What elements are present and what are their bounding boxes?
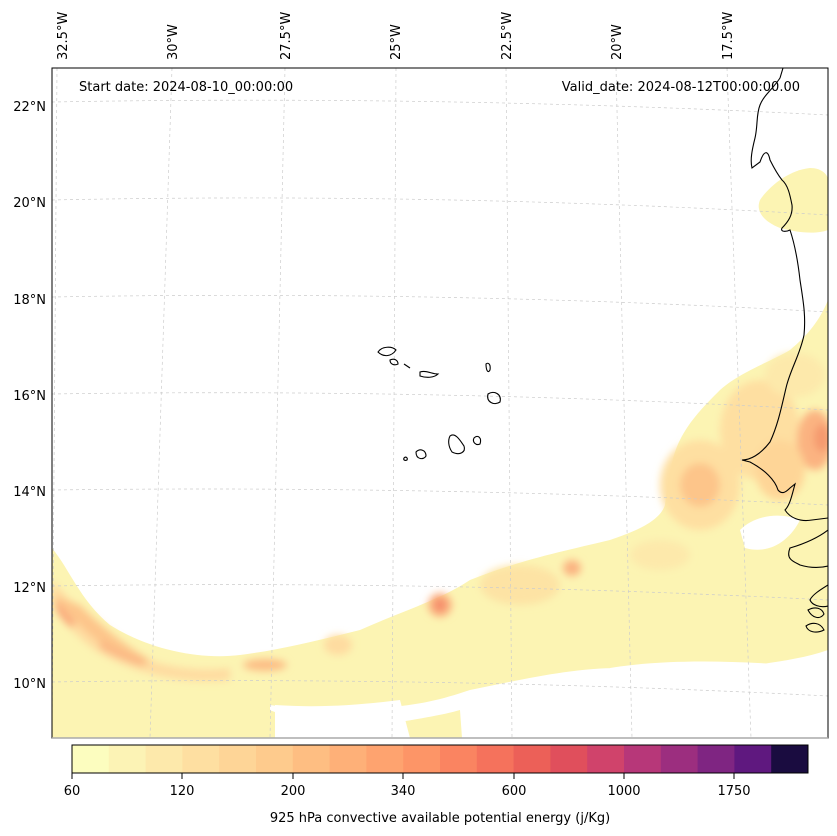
- cape-intense-areas: [52, 353, 828, 682]
- cabo-verde-santo-antao: [377, 346, 397, 357]
- cape-band-lower-left: [52, 690, 276, 738]
- cape-gap-coast: [740, 515, 800, 550]
- parallel-14n: [52, 488, 828, 506]
- colorbar-segment: [366, 745, 404, 773]
- colorbar-segment: [182, 745, 220, 773]
- colorbar-segment: [440, 745, 478, 773]
- parallel-10n: [52, 680, 828, 697]
- meridian-20w: [615, 68, 633, 738]
- parallel-12n: [52, 584, 828, 601]
- start-date-label: Start date: 2024-08-10_00:00:00: [79, 80, 293, 95]
- colorbar-segment: [256, 745, 294, 773]
- colorbar-label: 925 hPa convective available potential e…: [270, 811, 610, 826]
- parallel-18n: [52, 294, 828, 313]
- lon-label-20w: 20°W: [610, 24, 625, 60]
- lat-label-12n: 12°N: [13, 581, 46, 596]
- lon-label-30w: 30°W: [166, 24, 181, 60]
- colorbar-frame: [71, 744, 809, 774]
- colorbar-segment: [108, 745, 147, 773]
- meridian-25w: [391, 68, 397, 738]
- cabo-verde-santa-luzia: [403, 363, 411, 369]
- parallel-22n: [52, 99, 828, 116]
- colorbar-segment: [587, 745, 625, 773]
- cabo-verde-sao-nicolau: [419, 370, 440, 378]
- cb-tick-200: 200: [281, 784, 306, 799]
- lon-label-25w: 25°W: [389, 24, 404, 60]
- bijagos-islands: [805, 607, 825, 633]
- colorbar-segment: [403, 745, 441, 773]
- lon-label-22-5w: 22.5°W: [500, 12, 515, 60]
- colorbar: [72, 745, 809, 773]
- colorbar-segment: [513, 745, 551, 773]
- valid-date-label: Valid_date: 2024-08-12T00:00:00.00: [562, 80, 800, 95]
- meridian-22-5w: [505, 68, 513, 738]
- cabo-verde-santiago: [448, 434, 465, 455]
- colorbar-segment: [697, 745, 735, 773]
- cape-gap-center: [275, 700, 410, 738]
- lat-label-14n: 14°N: [13, 485, 46, 500]
- cb-tick-60: 60: [64, 784, 81, 799]
- lat-label-20n: 20°N: [13, 196, 46, 211]
- meridian-30w: [149, 68, 173, 738]
- parallel-20n: [52, 197, 828, 216]
- colorbar-segment: [292, 745, 331, 773]
- cabo-verde-sal: [485, 362, 491, 373]
- lat-label-10n: 10°N: [13, 677, 46, 692]
- lat-label-18n: 18°N: [13, 293, 46, 308]
- colorbar-segment: [734, 745, 772, 773]
- meridian-32-5w: [52, 68, 58, 738]
- colorbar-segment: [329, 745, 367, 773]
- cape-field: [52, 168, 828, 738]
- meridian-27-5w: [269, 68, 286, 738]
- colorbar-segment: [550, 745, 588, 773]
- cape-gap-south: [600, 661, 800, 738]
- cb-tick-1000: 1000: [607, 784, 640, 799]
- parallel-16n: [52, 392, 828, 411]
- guinea-coast: [809, 584, 828, 608]
- cabo-verde-boa-vista: [487, 391, 501, 405]
- lon-label-32-5w: 32.5°W: [56, 12, 71, 60]
- cb-tick-600: 600: [502, 784, 527, 799]
- cabo-verde-brava: [403, 456, 408, 461]
- cabo-verde-maio: [472, 435, 482, 446]
- colorbar-segment: [72, 745, 110, 773]
- cabo-verde-sao-vicente: [389, 358, 399, 366]
- meridian-17-5w: [726, 68, 752, 738]
- graticule: [52, 68, 828, 738]
- guinea-bissau-coast: [788, 529, 828, 568]
- longitude-labels: 32.5°W 30°W 27.5°W 25°W 22.5°W 20°W 17.5…: [56, 12, 736, 60]
- lat-label-22n: 22°N: [13, 100, 46, 115]
- cb-tick-120: 120: [170, 784, 195, 799]
- cape-band-main: [52, 300, 828, 738]
- colorbar-segment: [145, 745, 183, 773]
- cape-patch-north: [758, 168, 828, 233]
- map-panel: [52, 68, 828, 738]
- colorbar-segment: [624, 745, 662, 773]
- africa-coastline: [741, 68, 828, 522]
- cb-tick-1750: 1750: [717, 784, 750, 799]
- cabo-verde-fogo: [415, 449, 427, 460]
- lon-label-27-5w: 27.5°W: [279, 12, 294, 60]
- colorbar-tick-marks: [71, 773, 735, 779]
- latitude-labels: 22°N 20°N 18°N 16°N 14°N 12°N 10°N: [13, 100, 46, 692]
- colorbar-segment: [219, 745, 257, 773]
- colorbar-ticks: 60 120 200 340 600 1000 1750: [64, 784, 751, 799]
- coastlines: [377, 68, 828, 633]
- colorbar-segment: [771, 745, 809, 773]
- lon-label-17-5w: 17.5°W: [721, 12, 736, 60]
- colorbar-segment: [660, 745, 699, 773]
- cb-tick-340: 340: [391, 784, 416, 799]
- colorbar-segment: [476, 745, 515, 773]
- lat-label-16n: 16°N: [13, 389, 46, 404]
